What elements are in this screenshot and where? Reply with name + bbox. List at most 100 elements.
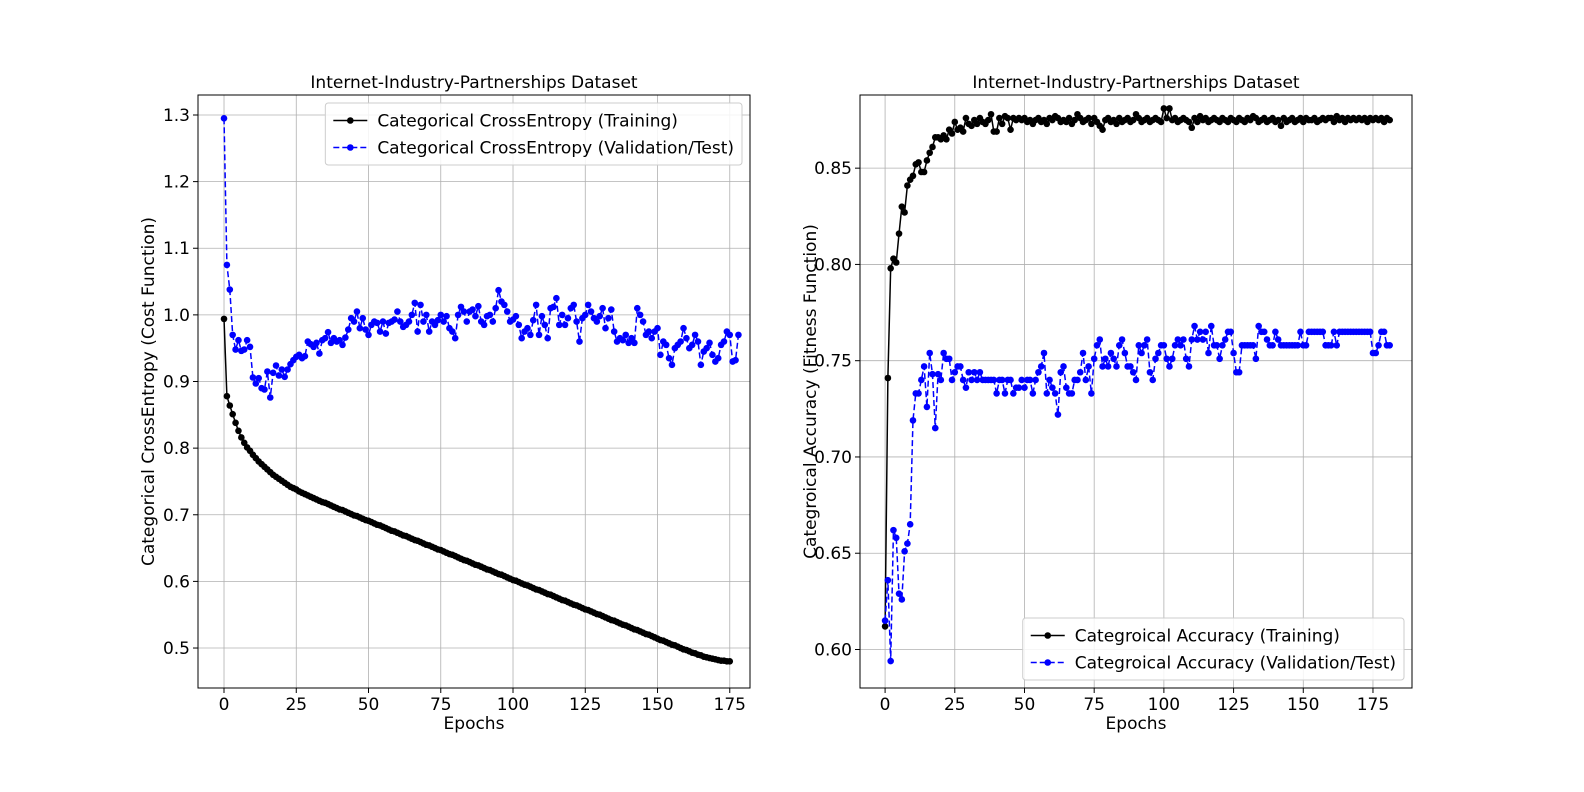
data-point (1188, 336, 1196, 343)
data-point (486, 311, 494, 319)
data-point (480, 321, 488, 329)
x-tick-label: 125 (569, 695, 601, 715)
x-tick-label: 0 (880, 695, 891, 715)
data-point (1085, 363, 1092, 370)
data-point (524, 324, 531, 332)
legend-label: Categroical Accuracy (Validation/Test) (1075, 654, 1396, 674)
data-point (915, 390, 922, 397)
data-point (408, 311, 416, 319)
data-point (284, 366, 291, 373)
data-point (1194, 336, 1201, 343)
data-point (420, 318, 427, 325)
data-point (1227, 328, 1235, 336)
data-point (1113, 363, 1120, 370)
data-point (1129, 368, 1137, 376)
data-point (694, 338, 702, 345)
data-point (948, 376, 956, 384)
legend-entry: Categroical Accuracy (Training) (1030, 627, 1340, 647)
data-point (376, 328, 384, 335)
data-point (235, 336, 242, 344)
data-point (301, 352, 309, 360)
data-point (316, 350, 323, 357)
data-point (1143, 336, 1151, 343)
data-point (232, 419, 239, 427)
y-tick-label: 0.70 (814, 448, 852, 468)
data-point (1129, 116, 1137, 124)
data-point (677, 338, 684, 345)
data-point (607, 306, 615, 313)
data-point (391, 316, 398, 323)
data-point (1188, 124, 1196, 132)
data-point (1375, 341, 1382, 349)
data-point (990, 376, 998, 384)
legend-frame (1022, 617, 1405, 681)
data-point (1302, 341, 1310, 349)
data-point (1152, 355, 1159, 363)
data-point (931, 424, 939, 432)
data-point (1076, 368, 1084, 376)
data-point (246, 343, 254, 351)
data-point (1099, 126, 1106, 133)
data-point (1166, 363, 1173, 370)
x-tick-label: 175 (714, 695, 746, 715)
x-tick-label: 0 (219, 695, 230, 715)
data-point (1065, 114, 1073, 122)
data-point (929, 143, 936, 151)
data-point (971, 368, 978, 376)
y-tick-label: 0.65 (814, 544, 852, 564)
data-point (417, 301, 424, 309)
data-point (515, 321, 523, 329)
data-point (668, 361, 676, 369)
data-point (269, 369, 277, 377)
data-point (1327, 341, 1335, 349)
data-point (665, 354, 673, 362)
data-point (633, 304, 641, 312)
data-point (920, 168, 928, 176)
x-tick-label: 150 (641, 695, 673, 715)
cross-entropy-chart: 0 25 50 75 100 125 150 175 0.5 0.6 0.7 0.8 0.9 1.0 1.1… (139, 73, 751, 734)
data-point (495, 286, 502, 294)
data-point (732, 356, 739, 364)
data-point (1043, 120, 1051, 128)
data-point (1149, 376, 1157, 384)
data-point (1057, 368, 1065, 376)
data-point (264, 368, 271, 375)
data-point (339, 341, 346, 349)
data-point (1074, 376, 1081, 384)
data-point (1040, 349, 1048, 357)
data-point (984, 116, 992, 124)
data-point (365, 331, 372, 339)
data-point (884, 576, 892, 584)
data-point (1330, 328, 1338, 336)
data-point (1219, 341, 1226, 349)
data-point (1107, 349, 1115, 357)
data-point (1113, 120, 1120, 128)
data-point (688, 341, 696, 349)
data-point (943, 135, 950, 143)
data-point (940, 349, 947, 357)
data-point (512, 312, 520, 320)
grid (198, 95, 750, 688)
data-point (527, 331, 534, 339)
data-point (1010, 390, 1017, 397)
data-point (918, 376, 925, 384)
data-point (959, 128, 967, 135)
data-point (220, 315, 228, 323)
data-point (1263, 336, 1271, 343)
data-point (622, 331, 630, 339)
data-point (313, 339, 320, 347)
data-point (993, 128, 1000, 135)
data-point (968, 122, 975, 130)
data-point (353, 308, 361, 315)
y-tick-label: 0.80 (814, 255, 852, 275)
data-point (1185, 118, 1193, 126)
data-point (449, 328, 456, 335)
data-point (1386, 341, 1393, 349)
data-point (261, 386, 268, 393)
data-point (1099, 363, 1106, 370)
data-point (1191, 322, 1198, 330)
data-point (475, 302, 482, 310)
data-point (220, 115, 228, 122)
data-point (437, 311, 445, 319)
data-point (454, 311, 462, 319)
